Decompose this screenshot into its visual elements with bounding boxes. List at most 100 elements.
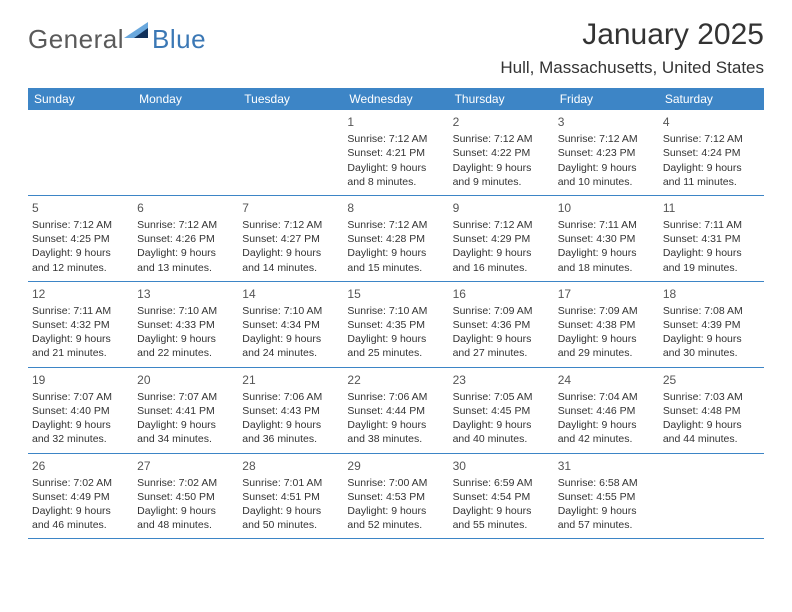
- sunset-line: Sunset: 4:41 PM: [137, 404, 232, 418]
- sunrise-line: Sunrise: 7:11 AM: [663, 218, 758, 232]
- daylight-line-1: Daylight: 9 hours: [663, 246, 758, 260]
- daylight-line-2: and 21 minutes.: [32, 346, 127, 360]
- day-number: 11: [663, 200, 758, 216]
- calendar-day-cell: 6Sunrise: 7:12 AMSunset: 4:26 PMDaylight…: [133, 196, 238, 281]
- daylight-line-1: Daylight: 9 hours: [137, 246, 232, 260]
- calendar-week-row: 19 Sunrise: 7:07 AMSunset: 4:40 PM Dayligh…: [28, 368, 764, 454]
- sunset-line: Sunset: 4:32 PM: [32, 318, 127, 332]
- calendar-day-cell: 19Sunrise: 7:07 AMSunset: 4:40 PMDayligh…: [28, 368, 133, 453]
- sunset-line: Sunset: 4:25 PM: [32, 232, 127, 246]
- daylight-line-2: and 19 minutes.: [663, 261, 758, 275]
- sunrise-line: Sunrise: 7:12 AM: [347, 132, 442, 146]
- sunrise-line: Sunrise: 7:01 AM: [242, 476, 337, 490]
- calendar-day-cell: 30Sunrise: 6:59 AMSunset: 4:54 PMDayligh…: [449, 454, 554, 539]
- brand-text-general: General: [28, 24, 124, 55]
- sunset-line: Sunset: 4:34 PM: [242, 318, 337, 332]
- sunset-line: Sunset: 4:50 PM: [137, 490, 232, 504]
- calendar-empty-cell: [28, 110, 133, 195]
- calendar-day-cell: 20Sunrise: 7:07 AMSunset: 4:41 PMDayligh…: [133, 368, 238, 453]
- calendar-empty-cell: [238, 110, 343, 195]
- day-number: 20: [137, 372, 232, 388]
- sunset-line: Sunset: 4:46 PM: [558, 404, 653, 418]
- daylight-line-2: and 18 minutes.: [558, 261, 653, 275]
- day-number: 30: [453, 458, 548, 474]
- day-number: 3: [558, 114, 653, 130]
- sunset-line: Sunset: 4:54 PM: [453, 490, 548, 504]
- sunrise-line: Sunrise: 7:12 AM: [453, 218, 548, 232]
- sunrise-line: Sunrise: 7:11 AM: [32, 304, 127, 318]
- calendar-empty-cell: [659, 454, 764, 539]
- sunset-line: Sunset: 4:40 PM: [32, 404, 127, 418]
- daylight-line-2: and 13 minutes.: [137, 261, 232, 275]
- sunrise-line: Sunrise: 7:12 AM: [453, 132, 548, 146]
- daylight-line-1: Daylight: 9 hours: [558, 332, 653, 346]
- sunset-line: Sunset: 4:38 PM: [558, 318, 653, 332]
- calendar-page: General Blue January 2025 Hull, Massachu…: [0, 0, 792, 557]
- daylight-line-2: and 52 minutes.: [347, 518, 442, 532]
- daylight-line-1: Daylight: 9 hours: [663, 332, 758, 346]
- sunrise-line: Sunrise: 7:12 AM: [242, 218, 337, 232]
- daylight-line-2: and 57 minutes.: [558, 518, 653, 532]
- sunset-line: Sunset: 4:53 PM: [347, 490, 442, 504]
- daylight-line-2: and 50 minutes.: [242, 518, 337, 532]
- sunset-line: Sunset: 4:45 PM: [453, 404, 548, 418]
- calendar-day-cell: 24Sunrise: 7:04 AMSunset: 4:46 PMDayligh…: [554, 368, 659, 453]
- sunrise-line: Sunrise: 6:59 AM: [453, 476, 548, 490]
- calendar-day-cell: 13Sunrise: 7:10 AMSunset: 4:33 PMDayligh…: [133, 282, 238, 367]
- day-number: 18: [663, 286, 758, 302]
- daylight-line-2: and 29 minutes.: [558, 346, 653, 360]
- sunrise-line: Sunrise: 7:07 AM: [32, 390, 127, 404]
- daylight-line-1: Daylight: 9 hours: [453, 161, 548, 175]
- brand-text-blue: Blue: [152, 24, 206, 55]
- calendar-day-cell: 26Sunrise: 7:02 AMSunset: 4:49 PMDayligh…: [28, 454, 133, 539]
- daylight-line-1: Daylight: 9 hours: [453, 418, 548, 432]
- calendar-day-cell: 27Sunrise: 7:02 AMSunset: 4:50 PMDayligh…: [133, 454, 238, 539]
- calendar-day-cell: 23 Sunrise: 7:05 AMSunset: 4:45 PMDayligh…: [449, 368, 554, 453]
- daylight-line-1: Daylight: 9 hours: [558, 504, 653, 518]
- daylight-line-1: Daylight: 9 hours: [347, 246, 442, 260]
- daylight-line-1: Daylight: 9 hours: [663, 418, 758, 432]
- daylight-line-2: and 11 minutes.: [663, 175, 758, 189]
- day-number: 1: [347, 114, 442, 130]
- sunset-line: Sunset: 4:44 PM: [347, 404, 442, 418]
- calendar-week-row: 5Sunrise: 7:12 AMSunset: 4:25 PMDaylight…: [28, 196, 764, 282]
- daylight-line-1: Daylight: 9 hours: [558, 161, 653, 175]
- daylight-line-2: and 12 minutes.: [32, 261, 127, 275]
- calendar-day-cell: 15Sunrise: 7:10 AMSunset: 4:35 PMDayligh…: [343, 282, 448, 367]
- calendar-day-cell: 16Sunrise: 7:09 AMSunset: 4:36 PMDayligh…: [449, 282, 554, 367]
- day-number: 26: [32, 458, 127, 474]
- day-number: 8: [347, 200, 442, 216]
- calendar-grid: SundayMondayTuesdayWednesdayThursdayFrid…: [28, 88, 764, 539]
- daylight-line-1: Daylight: 9 hours: [453, 246, 548, 260]
- sunset-line: Sunset: 4:36 PM: [453, 318, 548, 332]
- daylight-line-2: and 10 minutes.: [558, 175, 653, 189]
- day-number: 27: [137, 458, 232, 474]
- sunrise-line: Sunrise: 7:10 AM: [347, 304, 442, 318]
- calendar-day-cell: 2Sunrise: 7:12 AMSunset: 4:22 PMDaylight…: [449, 110, 554, 195]
- sunset-line: Sunset: 4:35 PM: [347, 318, 442, 332]
- day-number: 19: [32, 372, 127, 388]
- weekday-header: Monday: [133, 88, 238, 110]
- title-block: January 2025 Hull, Massachusetts, United…: [500, 18, 764, 78]
- weekday-header: Friday: [554, 88, 659, 110]
- day-number: 28: [242, 458, 337, 474]
- sunrise-line: Sunrise: 7:05 AM: [453, 390, 548, 404]
- calendar-day-cell: 31Sunrise: 6:58 AMSunset: 4:55 PMDayligh…: [554, 454, 659, 539]
- sunrise-line: Sunrise: 7:00 AM: [347, 476, 442, 490]
- sunrise-line: Sunrise: 7:09 AM: [558, 304, 653, 318]
- daylight-line-2: and 27 minutes.: [453, 346, 548, 360]
- sunrise-line: Sunrise: 7:08 AM: [663, 304, 758, 318]
- daylight-line-2: and 48 minutes.: [137, 518, 232, 532]
- daylight-line-1: Daylight: 9 hours: [347, 161, 442, 175]
- day-number: 6: [137, 200, 232, 216]
- sunrise-line: Sunrise: 7:12 AM: [137, 218, 232, 232]
- calendar-day-cell: 9Sunrise: 7:12 AMSunset: 4:29 PMDaylight…: [449, 196, 554, 281]
- day-number: 24: [558, 372, 653, 388]
- day-number: 23: [453, 372, 548, 388]
- daylight-line-1: Daylight: 9 hours: [242, 332, 337, 346]
- calendar-day-cell: 21Sunrise: 7:06 AMSunset: 4:43 PMDayligh…: [238, 368, 343, 453]
- calendar-week-row: 12 Sunrise: 7:11 AMSunset: 4:32 PM Dayligh…: [28, 282, 764, 368]
- calendar-body: 1Sunrise: 7:12 AMSunset: 4:21 PMDaylight…: [28, 110, 764, 539]
- daylight-line-1: Daylight: 9 hours: [32, 504, 127, 518]
- day-number: 12: [32, 286, 127, 302]
